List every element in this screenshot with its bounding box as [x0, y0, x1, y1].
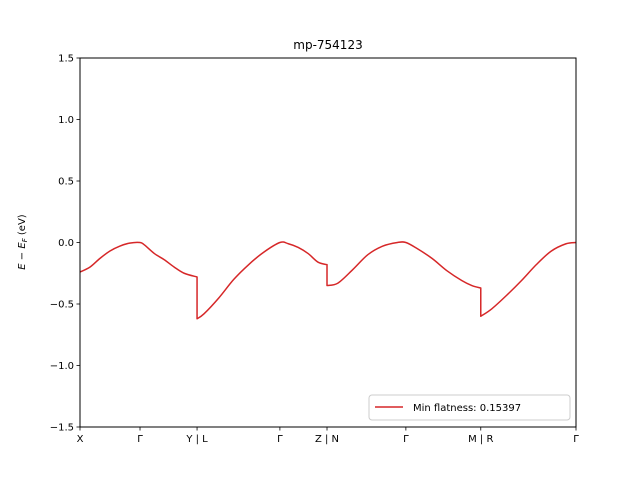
y-tick-label: −0.5: [50, 300, 74, 311]
legend-box: [368, 394, 571, 421]
y-tick-label: 1.0: [58, 115, 74, 126]
plot-frame: [79, 57, 577, 428]
y-tick-label: 1.5: [58, 54, 74, 65]
y-tick-label: −1.0: [50, 361, 74, 372]
x-tick-label: Γ: [277, 434, 283, 445]
y-tick-label: 0.5: [58, 177, 74, 188]
x-tick-label: Γ: [573, 434, 579, 445]
chart-title: mp-754123: [293, 38, 362, 52]
legend: Min flatness: 0.15397: [368, 394, 571, 421]
plot-layer: [79, 241, 577, 320]
x-tick-label: Y | L: [185, 434, 208, 445]
y-tick-label: −1.5: [50, 423, 74, 434]
x-tick-label: Γ: [137, 434, 143, 445]
y-axis-label: E − EF (eV): [17, 214, 29, 270]
x-tick-label: Z | N: [315, 434, 339, 445]
x-tick-label: M | R: [468, 434, 493, 445]
y-tick-label: 0.0: [58, 238, 74, 249]
legend-label: Min flatness: 0.15397: [413, 403, 521, 414]
x-tick-label: Γ: [403, 434, 409, 445]
x-tick-label: X: [77, 434, 84, 445]
svg-text:E − EF (eV): E − EF (eV): [17, 214, 29, 270]
axes-layer: −1.5 −1.0 −0.5 0.0 0.5 1.0 1.5 X Γ Y | L Γ Z | N Γ M …: [50, 54, 580, 446]
band-line: [79, 241, 577, 320]
